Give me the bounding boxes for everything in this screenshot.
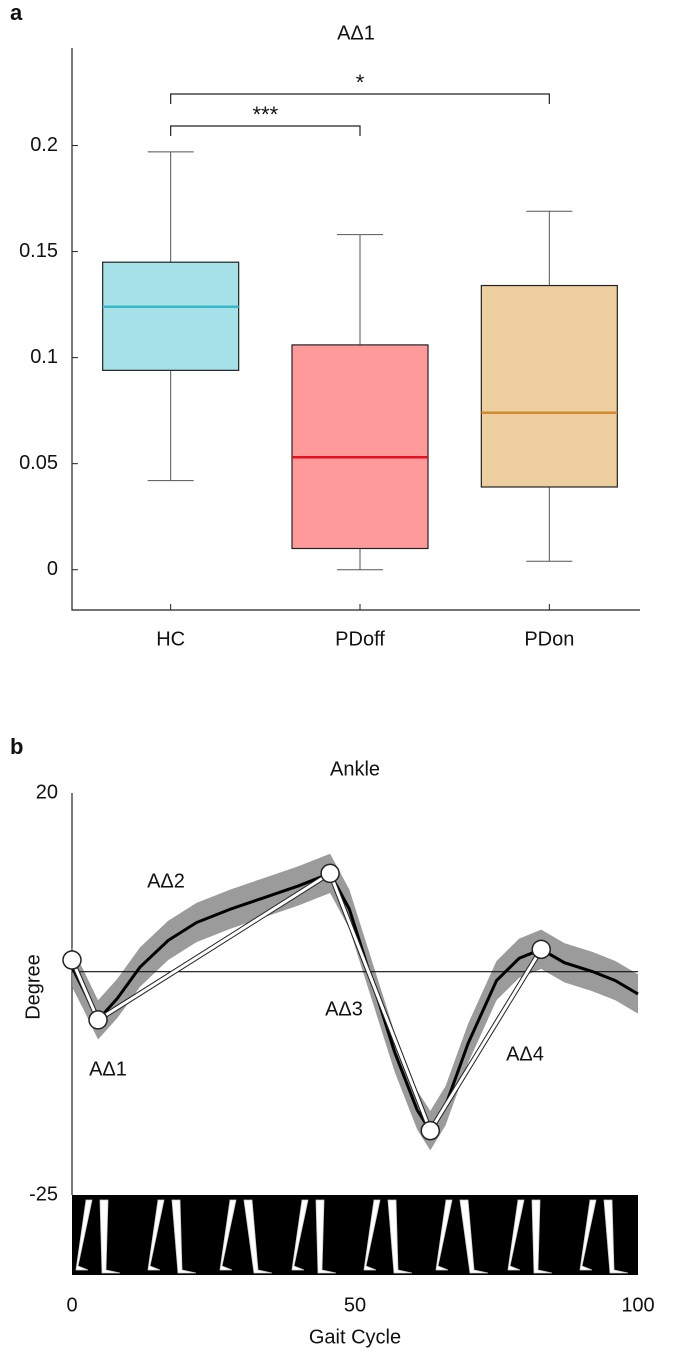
gait-figure — [147, 1199, 197, 1274]
x-tick-label: 50 — [344, 1294, 366, 1316]
key-point — [62, 950, 82, 970]
box — [291, 344, 429, 550]
key-point — [420, 1120, 441, 1141]
segment-label: AΔ3 — [325, 998, 363, 1020]
gait-figure — [363, 1199, 413, 1274]
y-tick-label: 20 — [36, 781, 58, 803]
y-tick-label: 0 — [47, 558, 58, 580]
significance-bracket — [170, 93, 550, 104]
segment-label: AΔ1 — [89, 1058, 127, 1080]
significance-label: * — [356, 70, 365, 95]
x-tick-label: PDoff — [335, 628, 385, 650]
key-point — [320, 863, 340, 884]
gait-figure — [435, 1199, 489, 1274]
y-tick-label: 0.15 — [19, 240, 58, 262]
x-tick-label: HC — [156, 628, 185, 650]
x-tick-label: PDon — [524, 628, 574, 650]
gait-figure — [219, 1199, 273, 1274]
gait-strip — [72, 1195, 638, 1275]
x-tick-label: 100 — [621, 1294, 654, 1316]
box — [480, 284, 618, 488]
y-tick-label: 0.2 — [30, 134, 58, 156]
x-tick-label: 0 — [66, 1294, 77, 1316]
segment-outline — [69, 869, 544, 1137]
x-axis-label: Gait Cycle — [309, 1326, 401, 1348]
segment-label: AΔ2 — [147, 870, 185, 892]
box — [102, 261, 240, 371]
gait-figure — [579, 1199, 629, 1274]
chart-title: Ankle — [330, 758, 380, 780]
segment-label: AΔ4 — [506, 1043, 544, 1065]
axis-line — [71, 48, 640, 611]
sd-band — [72, 853, 638, 1151]
significance-bracket — [170, 125, 361, 136]
panel-label: a — [10, 0, 23, 25]
y-axis-label: Degree — [22, 954, 44, 1020]
y-tick-label: 0.1 — [30, 346, 58, 368]
significance-label: *** — [252, 102, 278, 127]
gait-figure — [75, 1199, 121, 1274]
segment-line — [70, 871, 543, 1135]
y-tick-label: 0.05 — [19, 452, 58, 474]
chart-title: AΔ1 — [337, 22, 375, 44]
gait-figure — [507, 1199, 553, 1274]
panel-label: b — [10, 734, 23, 759]
key-point — [531, 939, 551, 960]
key-point — [88, 1010, 108, 1030]
y-tick-label: -25 — [29, 1183, 58, 1205]
gait-figure — [291, 1199, 337, 1274]
